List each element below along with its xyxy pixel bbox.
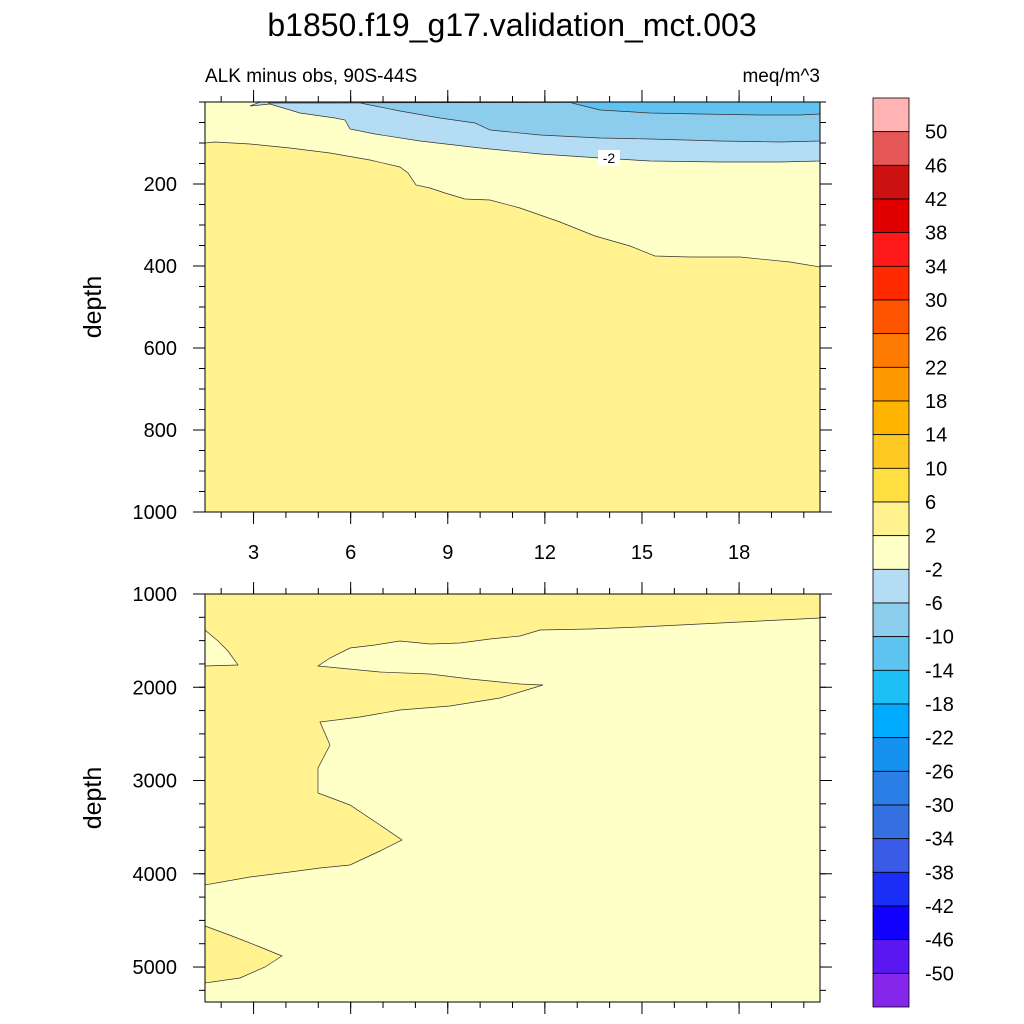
x-tick-label: 12 <box>534 542 556 564</box>
colorbar-label: -30 <box>925 795 954 817</box>
colorbar-swatch <box>872 871 910 907</box>
colorbar-label: 30 <box>925 290 947 312</box>
colorbar-label: -18 <box>925 694 954 716</box>
colorbar-label: 34 <box>925 256 947 278</box>
upper-ylabel: depth <box>79 276 107 339</box>
colorbar-swatch <box>872 804 910 840</box>
contour-label: -2 <box>603 150 616 166</box>
y-tick-label: 5000 <box>133 957 178 979</box>
colorbar-swatch <box>872 232 910 267</box>
colorbar-label: -50 <box>925 963 954 985</box>
colorbar-swatch <box>872 972 910 1008</box>
colorbar-swatch <box>872 400 910 436</box>
colorbar-label: -6 <box>925 593 943 615</box>
colorbar-swatch <box>872 535 910 570</box>
x-tick-label: 3 <box>248 542 259 564</box>
colorbar-label: 26 <box>925 324 947 346</box>
colorbar-swatch <box>872 939 910 974</box>
colorbar-swatch <box>872 434 910 469</box>
colorbar-label: 46 <box>925 155 947 177</box>
colorbar-label: 14 <box>925 425 947 447</box>
units-label: meq/m^3 <box>742 66 820 87</box>
x-tick-label: 18 <box>728 542 750 564</box>
colorbar-swatch <box>872 333 910 368</box>
colorbar-label: 6 <box>925 492 936 514</box>
colorbar-swatch <box>872 97 910 133</box>
colorbar-swatch <box>872 501 910 537</box>
colorbar-swatch <box>872 198 910 234</box>
colorbar-swatch <box>872 299 910 335</box>
chart-title: b1850.f19_g17.validation_mct.003 <box>267 7 756 43</box>
colorbar-label: 38 <box>925 223 947 245</box>
lower-x-axis <box>220 582 805 1014</box>
colorbar-swatch <box>872 164 910 200</box>
x-tick-label: 6 <box>345 542 356 564</box>
colorbar-swatch <box>872 602 910 638</box>
colorbar-swatch <box>872 905 910 941</box>
contour-region-2-to-6-bottom <box>204 925 283 984</box>
colorbar-swatch <box>872 636 910 671</box>
upper-x-axis: 3 6 9 12 15 18 <box>220 90 805 564</box>
colorbar-label: -22 <box>925 728 954 750</box>
y-tick-label: 4000 <box>133 864 178 886</box>
lower-ylabel: depth <box>79 767 107 830</box>
y-tick-label: 3000 <box>133 771 178 793</box>
colorbar-label: 22 <box>925 357 947 379</box>
colorbar-swatch <box>872 568 910 604</box>
y-tick-label: 400 <box>144 256 177 278</box>
y-tick-label: 800 <box>144 420 177 442</box>
y-tick-label: 600 <box>144 338 177 360</box>
colorbar-label: -34 <box>925 829 954 851</box>
contour-region-2-to-6 <box>204 593 821 886</box>
colorbar-swatch <box>872 366 910 402</box>
contour-label-box <box>598 150 620 166</box>
colorbar-swatch <box>872 131 910 166</box>
colorbar-label: -42 <box>925 896 954 918</box>
variable-label: ALK minus obs, 90S-44S <box>205 66 417 87</box>
colorbar-label: -46 <box>925 930 954 952</box>
colorbar-label: 18 <box>925 391 947 413</box>
lower-contour-fills <box>204 593 821 1002</box>
x-tick-label: 15 <box>631 542 653 564</box>
lower-y-axis: 1000 2000 3000 4000 5000 <box>133 584 832 991</box>
colorbar-swatch <box>872 838 910 873</box>
y-tick-label: 2000 <box>133 677 178 699</box>
colorbar-label: 10 <box>925 458 947 480</box>
y-tick-label: 200 <box>144 174 177 196</box>
colorbar-swatch <box>872 737 910 772</box>
colorbar-label: -26 <box>925 761 954 783</box>
upper-contour-fills: -2 <box>204 101 821 512</box>
colorbar-swatch <box>872 467 910 503</box>
colorbar-label: -10 <box>925 627 954 649</box>
upper-y-axis: 200 400 600 800 1000 <box>133 101 832 524</box>
lower-panel: 1000 2000 3000 4000 5000 depth <box>79 582 832 1014</box>
colorbar-label: -38 <box>925 862 954 884</box>
colorbar-label: 42 <box>925 189 947 211</box>
y-tick-label: 1000 <box>133 502 178 524</box>
colorbar-label: 2 <box>925 526 936 548</box>
x-tick-label: 9 <box>442 542 453 564</box>
colorbar-swatch <box>872 770 910 806</box>
colorbar-swatch <box>872 669 910 705</box>
colorbar-label: -14 <box>925 660 954 682</box>
y-tick-label: 1000 <box>133 584 178 606</box>
colorbar-label: -2 <box>925 559 943 581</box>
colorbar-swatch <box>872 703 910 739</box>
colorbar-swatch <box>872 265 910 301</box>
upper-panel: -2 200 400 600 800 1000 3 6 9 12 15 18 depth <box>79 90 832 564</box>
colorbar: 50 46 42 38 34 30 26 22 18 14 10 6 2 -2 -6 -10 -14 -18 -22… <box>872 97 954 1008</box>
colorbar-label: 50 <box>925 122 947 144</box>
